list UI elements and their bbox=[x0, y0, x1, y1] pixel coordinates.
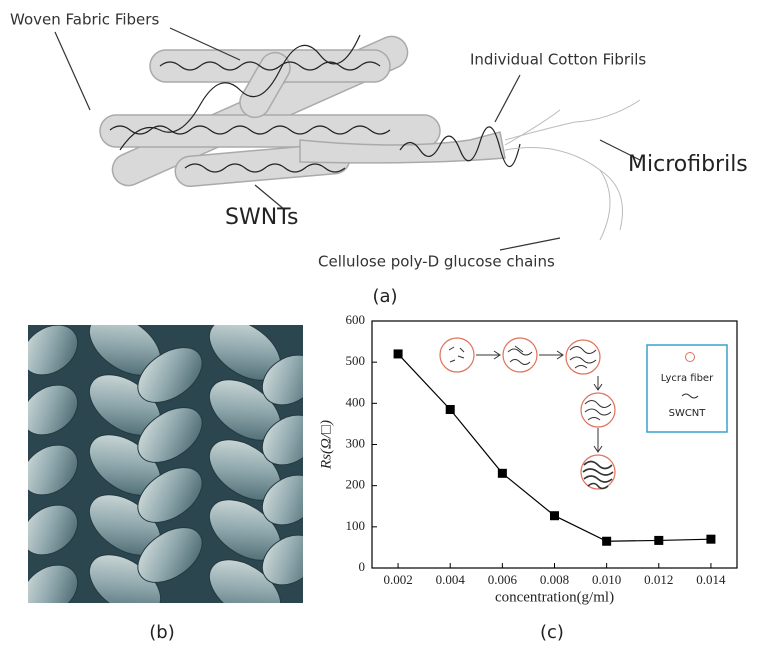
caption: (c) bbox=[540, 622, 564, 643]
y-tick-label: 0 bbox=[359, 559, 366, 574]
data-point bbox=[602, 536, 612, 546]
nanotube-squiggles bbox=[109, 34, 521, 173]
fibril-lines bbox=[504, 99, 641, 241]
y-tick-label: 400 bbox=[346, 394, 366, 409]
data-point bbox=[654, 535, 664, 545]
data-point bbox=[445, 405, 455, 415]
label: SWNTs bbox=[225, 205, 298, 230]
y-tick-label: 300 bbox=[346, 435, 366, 450]
photo bbox=[28, 325, 303, 603]
fiber-schematic bbox=[99, 35, 506, 188]
x-tick-label: 0.014 bbox=[696, 572, 726, 587]
inset-schematic bbox=[439, 337, 728, 490]
data-point bbox=[706, 534, 716, 544]
x-tick-label: 0.002 bbox=[383, 572, 412, 587]
y-tick-label: 200 bbox=[346, 477, 366, 492]
x-tick-label: 0.010 bbox=[592, 572, 621, 587]
y-tick-label: 500 bbox=[346, 353, 366, 368]
x-tick-label: 0.006 bbox=[488, 572, 518, 587]
y-tick-label: 100 bbox=[346, 518, 366, 533]
label: Cellulose poly-D glucose chains bbox=[318, 253, 555, 271]
data-point bbox=[393, 349, 403, 359]
y-axis-label: Rs(Ω/□) bbox=[318, 420, 334, 470]
legend-label: SWCNT bbox=[669, 408, 707, 419]
x-tick-label: 0.004 bbox=[436, 572, 466, 587]
caption: (b) bbox=[149, 622, 174, 643]
label: Woven Fabric Fibers bbox=[10, 11, 159, 29]
pointer-lines bbox=[54, 27, 641, 251]
legend-label: Lycra fiber bbox=[661, 373, 714, 384]
x-axis-label: concentration(g/ml) bbox=[495, 589, 614, 605]
x-tick-label: 0.012 bbox=[644, 572, 673, 587]
label: Individual Cotton Fibrils bbox=[470, 51, 646, 69]
data-point bbox=[497, 468, 507, 478]
x-tick-label: 0.008 bbox=[540, 572, 569, 587]
label: Microfibrils bbox=[628, 152, 748, 177]
y-tick-label: 600 bbox=[346, 312, 366, 327]
plot-frame bbox=[371, 320, 738, 569]
caption: (a) bbox=[372, 286, 397, 307]
data-point bbox=[550, 511, 559, 521]
